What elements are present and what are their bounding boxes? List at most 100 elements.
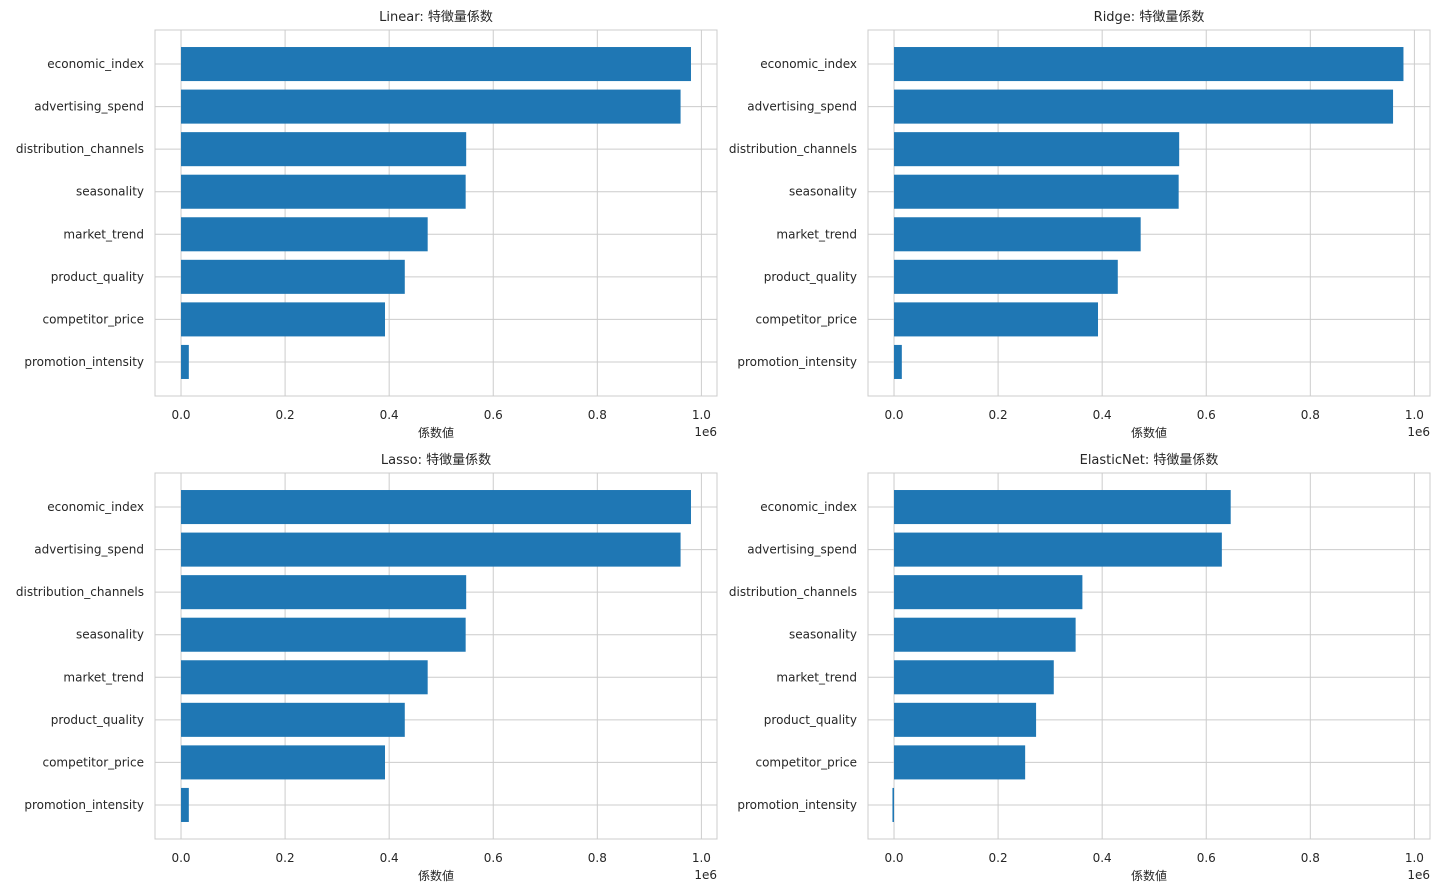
plot-frame <box>154 29 718 397</box>
panel-title: Linear: 特徴量係数 <box>379 10 493 25</box>
x-tick-label: 0.6 <box>1197 851 1216 865</box>
bar-product_quality <box>894 702 1037 737</box>
y-tick-label: advertising_spend <box>34 100 144 114</box>
bar-distribution_channels <box>894 575 1083 610</box>
y-tick-label: seasonality <box>76 185 144 199</box>
x-axis-label: 係数値 <box>418 868 454 883</box>
y-tick-label: competitor_price <box>755 755 857 769</box>
y-tick-label: economic_index <box>760 500 857 514</box>
bar-promotion_intensity <box>894 344 902 379</box>
x-tick-label: 1.0 <box>692 851 711 865</box>
x-tick-label: 0.2 <box>989 408 1008 422</box>
y-tick-label: promotion_intensity <box>737 798 857 812</box>
y-tick-label: economic_index <box>47 500 144 514</box>
y-tick-label: economic_index <box>760 57 857 71</box>
bar-promotion_intensity <box>181 344 189 379</box>
bar-competitor_price <box>181 302 386 337</box>
y-tick-label: market_trend <box>776 227 857 241</box>
bar-economic_index <box>894 490 1231 525</box>
x-tick-label: 0.6 <box>484 408 503 422</box>
panel-title: ElasticNet: 特徴量係数 <box>1080 453 1219 468</box>
bar-product_quality <box>181 259 405 294</box>
bar-distribution_channels <box>181 575 467 610</box>
y-tick-label: promotion_intensity <box>737 355 857 369</box>
y-tick-label: market_trend <box>776 670 857 684</box>
bar-economic_index <box>894 47 1404 82</box>
bar-product_quality <box>181 702 405 737</box>
y-tick-label: product_quality <box>764 270 857 284</box>
y-tick-label: competitor_price <box>755 312 857 326</box>
x-tick-label: 0.6 <box>484 851 503 865</box>
y-tick-label: seasonality <box>789 185 857 199</box>
x-tick-label: 0.8 <box>588 851 607 865</box>
plot-frame <box>154 472 718 840</box>
y-tick-label: product_quality <box>51 270 144 284</box>
bar-product_quality <box>894 259 1118 294</box>
bar-competitor_price <box>894 302 1099 337</box>
y-tick-label: advertising_spend <box>747 543 857 557</box>
bar-advertising_spend <box>894 532 1222 567</box>
y-tick-label: product_quality <box>51 713 144 727</box>
x-axis-label: 係数値 <box>1131 425 1167 440</box>
x-tick-label: 0.4 <box>1093 851 1112 865</box>
x-offset-label: 1e6 <box>1407 425 1430 439</box>
bar-competitor_price <box>894 745 1026 780</box>
bar-seasonality <box>181 617 466 652</box>
x-offset-label: 1e6 <box>1407 868 1430 882</box>
bar-advertising_spend <box>894 89 1394 124</box>
x-tick-label: 0.8 <box>1301 408 1320 422</box>
bar-market_trend <box>894 660 1054 695</box>
bar-advertising_spend <box>181 89 681 124</box>
bar-competitor_price <box>181 745 386 780</box>
y-tick-label: distribution_channels <box>16 142 144 156</box>
y-tick-label: distribution_channels <box>729 142 857 156</box>
x-tick-label: 1.0 <box>692 408 711 422</box>
y-tick-label: competitor_price <box>42 312 144 326</box>
x-tick-label: 0.4 <box>380 851 399 865</box>
x-tick-label: 0.4 <box>380 408 399 422</box>
bar-promotion_intensity <box>181 787 189 822</box>
y-tick-label: market_trend <box>63 670 144 684</box>
x-tick-label: 0.2 <box>276 408 295 422</box>
chart-panel-2: promotion_intensity competitor_price produ… <box>729 10 1431 440</box>
plot-frame <box>867 29 1431 397</box>
x-tick-label: 1.0 <box>1405 408 1424 422</box>
panel-title: Ridge: 特徴量係数 <box>1094 10 1205 25</box>
bar-market_trend <box>181 217 428 252</box>
x-tick-label: 0.2 <box>989 851 1008 865</box>
bar-seasonality <box>181 174 466 209</box>
y-tick-label: promotion_intensity <box>24 355 144 369</box>
bar-economic_index <box>181 490 691 525</box>
y-tick-label: product_quality <box>764 713 857 727</box>
bar-market_trend <box>894 217 1141 252</box>
plot-frame <box>867 472 1431 840</box>
y-tick-label: advertising_spend <box>34 543 144 557</box>
chart-panel-3: promotion_intensity competitor_price produ… <box>16 453 718 883</box>
x-tick-label: 0.2 <box>276 851 295 865</box>
x-tick-label: 0.8 <box>588 408 607 422</box>
x-tick-label: 0.0 <box>884 851 903 865</box>
x-tick-label: 0.0 <box>171 408 190 422</box>
x-tick-label: 0.0 <box>171 851 190 865</box>
y-tick-label: market_trend <box>63 227 144 241</box>
y-tick-label: distribution_channels <box>16 585 144 599</box>
x-tick-label: 0.6 <box>1197 408 1216 422</box>
chart-panel-4: promotion_intensity competitor_price produ… <box>729 453 1431 883</box>
x-tick-label: 1.0 <box>1405 851 1424 865</box>
bar-economic_index <box>181 47 691 82</box>
y-tick-label: seasonality <box>76 628 144 642</box>
x-axis-label: 係数値 <box>418 425 454 440</box>
x-tick-label: 0.4 <box>1093 408 1112 422</box>
y-tick-label: economic_index <box>47 57 144 71</box>
bar-seasonality <box>894 174 1179 209</box>
bar-seasonality <box>894 617 1076 652</box>
chart-panel-1: promotion_intensity competitor_price produ… <box>16 10 718 440</box>
y-tick-label: promotion_intensity <box>24 798 144 812</box>
x-tick-label: 0.0 <box>884 408 903 422</box>
bar-advertising_spend <box>181 532 681 567</box>
y-tick-label: competitor_price <box>42 755 144 769</box>
bar-market_trend <box>181 660 428 695</box>
x-offset-label: 1e6 <box>694 868 717 882</box>
panel-title: Lasso: 特徴量係数 <box>381 453 491 468</box>
